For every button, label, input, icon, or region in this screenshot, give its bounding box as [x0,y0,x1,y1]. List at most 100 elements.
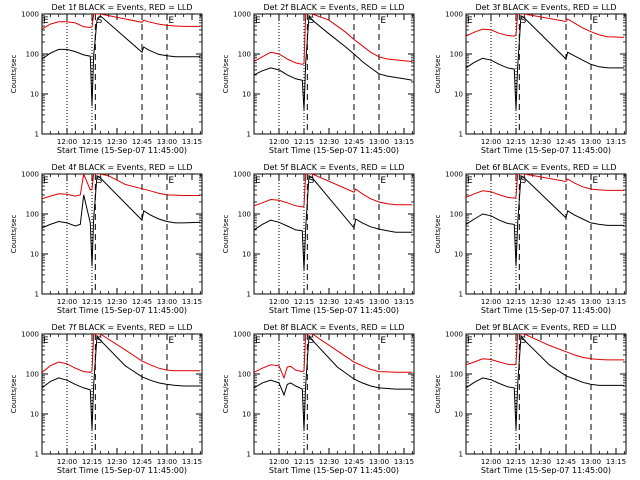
y-tick-label: 100 [26,211,39,219]
y-axis-title: Counts/sec [10,375,18,414]
y-tick-label: 1 [35,451,39,459]
x-tick-label: 12:30 [319,458,339,466]
y-tick-label: 1 [459,291,463,299]
plot-frame [41,13,203,135]
interval-mark-s: S [521,336,527,346]
detector-panel-6: Det 6f BLACK = Events, RED = LLD 1 10 100 10… [434,163,627,315]
x-tick-label: 12:15 [294,458,314,466]
y-tick-label: 1000 [233,11,251,19]
x-tick-label: 12:45 [344,458,364,466]
y-tick-label: 100 [238,371,251,379]
x-tick-label: 13:00 [157,138,177,146]
x-tick-label: 12:45 [556,138,576,146]
detector-panel-1: Det 1f BLACK = Events, RED = LLD 1 10 100 10… [10,3,203,155]
y-tick-label: 100 [450,211,463,219]
y-axis-title: Counts/sec [434,55,442,94]
interval-mark-e: E [168,336,174,346]
x-tick-label: 12:30 [107,138,127,146]
x-tick-label: 12:45 [132,138,152,146]
x-tick-label: 12:00 [57,298,77,306]
interval-mark-e: E [380,336,386,346]
x-tick-label: 12:15 [82,298,102,306]
panel-title: Det 4f BLACK = Events, RED = LLD [51,163,192,172]
x-tick-label: 13:00 [581,458,601,466]
x-tick-label: 12:00 [269,298,289,306]
x-tick-label: 13:15 [182,458,202,466]
lld-series-line [466,14,625,38]
x-axis-title: Start Time (15-Sep-07 11:45:00) [57,466,187,475]
x-tick-label: 13:00 [369,458,389,466]
interval-mark-e: E [255,336,261,346]
lld-series-line [254,14,413,65]
y-tick-label: 1000 [21,171,39,179]
detector-panel-4: Det 4f BLACK = Events, RED = LLD 1 10 100 10… [10,163,203,315]
interval-mark-e: E [592,16,598,26]
panel-title: Det 7f BLACK = Events, RED = LLD [51,323,192,332]
x-tick-label: 12:00 [269,138,289,146]
events-series-line [466,174,625,267]
detector-panel-3: Det 3f BLACK = Events, RED = LLD 1 10 100 10… [434,3,627,155]
x-tick-label: 13:00 [157,298,177,306]
y-axis-title: Counts/sec [222,215,230,254]
detector-panel-2: Det 2f BLACK = Events, RED = LLD 1 10 100 10… [222,3,415,155]
x-tick-label: 12:15 [294,298,314,306]
lld-series-line [466,334,625,366]
detector-panel-9: Det 9f BLACK = Events, RED = LLD 1 10 100 10… [434,323,627,475]
y-tick-label: 100 [26,371,39,379]
x-tick-label: 12:00 [57,458,77,466]
x-tick-label: 12:15 [506,458,526,466]
x-tick-label: 13:00 [157,458,177,466]
x-tick-label: 12:30 [531,458,551,466]
panel-title: Det 3f BLACK = Events, RED = LLD [475,3,616,12]
y-tick-label: 100 [238,51,251,59]
y-tick-label: 1 [35,291,39,299]
interval-mark-e: E [592,336,598,346]
x-tick-label: 12:15 [82,458,102,466]
x-axis-title: Start Time (15-Sep-07 11:45:00) [481,466,611,475]
y-axis-title: Counts/sec [10,215,18,254]
interval-mark-e: E [43,176,49,186]
x-tick-label: 12:30 [107,458,127,466]
interval-mark-e: E [467,176,473,186]
x-tick-label: 12:00 [481,138,501,146]
panel-title: Det 2f BLACK = Events, RED = LLD [263,3,404,12]
y-tick-label: 1000 [445,11,463,19]
panel-title: Det 9f BLACK = Events, RED = LLD [475,323,616,332]
interval-mark-s: S [97,336,103,346]
x-tick-label: 12:15 [506,138,526,146]
x-tick-label: 13:00 [581,298,601,306]
x-axis-title: Start Time (15-Sep-07 11:45:00) [481,306,611,315]
lld-series-line [42,334,201,373]
plot-frame [253,13,415,135]
x-axis-title: Start Time (15-Sep-07 11:45:00) [269,466,399,475]
interval-mark-s: S [309,176,315,186]
x-tick-label: 13:15 [606,458,626,466]
x-tick-label: 12:00 [481,458,501,466]
plot-frame [465,173,627,295]
y-tick-label: 100 [450,371,463,379]
x-tick-label: 13:00 [369,138,389,146]
interval-mark-e: E [467,336,473,346]
x-tick-label: 13:00 [581,138,601,146]
y-axis-title: Counts/sec [222,375,230,414]
x-tick-label: 13:15 [394,138,414,146]
x-tick-label: 12:15 [82,138,102,146]
y-axis-title: Counts/sec [434,215,442,254]
x-tick-label: 12:30 [319,138,339,146]
events-series-line [466,14,625,110]
y-tick-label: 1 [35,131,39,139]
y-tick-label: 1000 [21,11,39,19]
interval-mark-e: E [43,336,49,346]
x-tick-label: 12:00 [57,138,77,146]
y-tick-label: 10 [454,251,463,259]
x-tick-label: 12:15 [506,298,526,306]
y-axis-title: Counts/sec [434,375,442,414]
events-series-line [466,334,625,430]
events-series-line [42,174,201,267]
plot-frame [465,13,627,135]
lld-series-line [254,174,413,208]
x-tick-label: 12:45 [344,138,364,146]
detector-panel-7: Det 7f BLACK = Events, RED = LLD 1 10 100 10… [10,323,203,475]
x-axis-title: Start Time (15-Sep-07 11:45:00) [57,146,187,155]
